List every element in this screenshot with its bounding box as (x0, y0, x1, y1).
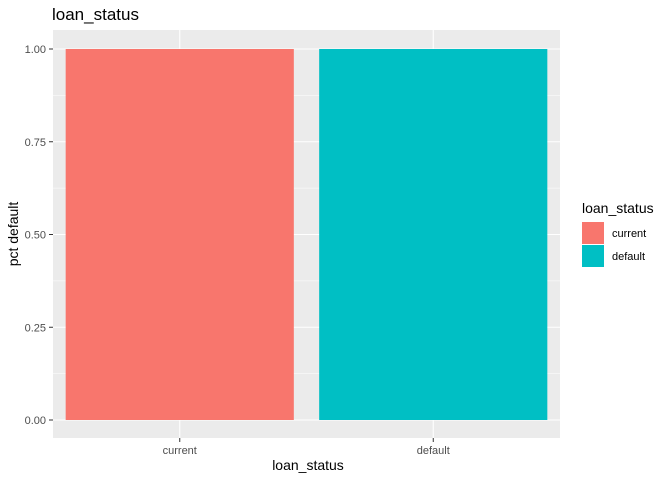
legend-key-default (582, 245, 604, 267)
x-axis: current default (163, 438, 450, 457)
y-tick-label: 0.25 (25, 322, 46, 334)
bar-default (319, 49, 548, 420)
legend-label: default (612, 251, 645, 263)
legend-label: current (612, 228, 646, 240)
y-tick-label: 0.50 (25, 230, 46, 242)
x-axis-title: loan_status (272, 457, 344, 473)
y-tick-label: 1.00 (25, 44, 46, 56)
chart-title: loan_status (52, 5, 139, 24)
plot-panel (53, 30, 560, 438)
y-axis: 0.00 0.25 0.50 0.75 1.00 (25, 44, 53, 427)
x-tick-label: current (163, 445, 197, 457)
bar-current (65, 49, 294, 420)
legend: loan_status current default (582, 200, 654, 267)
x-tick-label: default (417, 445, 450, 457)
y-tick-label: 0.75 (25, 137, 46, 149)
legend-title: loan_status (582, 200, 654, 216)
y-tick-label: 0.00 (25, 415, 46, 427)
y-axis-title: pct default (5, 202, 21, 267)
legend-key-current (582, 222, 604, 244)
